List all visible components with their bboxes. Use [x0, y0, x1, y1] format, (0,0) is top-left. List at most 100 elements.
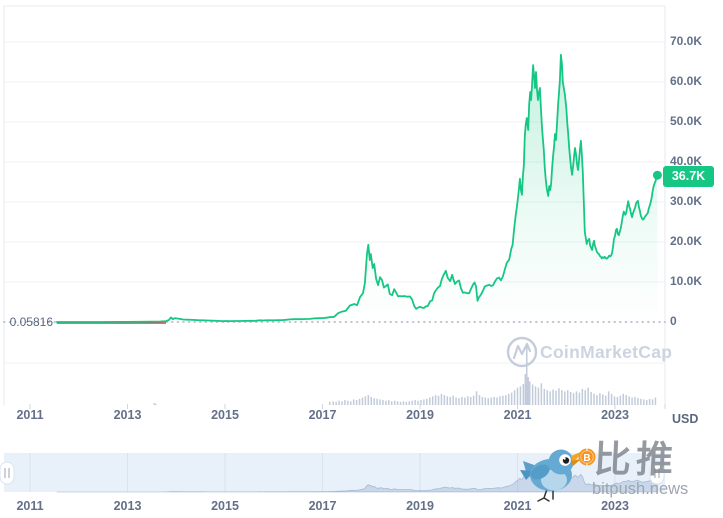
volume-bar [385, 400, 387, 405]
bird-wing [530, 464, 550, 480]
volume-bar [516, 387, 519, 405]
year-label: 2011 [16, 408, 44, 422]
volume-bar [599, 393, 601, 405]
navigator-right-handle[interactable] [649, 461, 665, 485]
volume-bar [461, 396, 463, 405]
volume-bar [648, 398, 651, 405]
bitpush-site-text: bitpush.news [592, 480, 689, 498]
volume-bar [540, 383, 543, 405]
year-label: 2021 [503, 499, 532, 513]
volume-bar [472, 395, 475, 405]
navigator-right-handle-pill[interactable] [649, 461, 665, 485]
y-axis-label: 60.0K [670, 74, 703, 88]
volume-bar [475, 391, 478, 405]
volume-bar [431, 396, 434, 405]
bird-legs [537, 488, 554, 502]
navigator-left-handle-pill[interactable] [0, 461, 15, 485]
volume-bar [399, 401, 402, 405]
volume-bar [332, 401, 334, 405]
volume-bar [496, 397, 498, 405]
volume-bar [575, 391, 578, 405]
volume-bar [484, 397, 487, 405]
volume-bar [364, 396, 367, 405]
volume-bar [390, 401, 393, 405]
volume-bar [510, 392, 513, 405]
coinmarketcap-logo [506, 336, 538, 368]
volume-bar [604, 395, 607, 405]
currency-label: USD [672, 412, 699, 426]
volume-bar [382, 400, 384, 405]
volume-bar [631, 397, 633, 405]
volume-bar [420, 400, 422, 405]
volume-bar [443, 395, 446, 405]
volume-bar [373, 398, 375, 405]
y-axis-label: 50.0K [670, 114, 703, 128]
y-axis-label: 40.0K [670, 154, 703, 168]
volume-bar [449, 396, 451, 405]
volume-bar [408, 401, 411, 405]
volume-bar [329, 401, 331, 405]
volume-bar [546, 390, 548, 405]
volume-bar [437, 395, 440, 405]
price-area-fill [56, 54, 658, 323]
volume-bar [637, 398, 639, 405]
y-axis-label: 20.0K [670, 234, 703, 248]
y-axis-label: 30.0K [670, 194, 703, 208]
bird-eye-glint [563, 457, 566, 460]
volume-bar [622, 393, 625, 405]
volume-bar [522, 383, 525, 405]
volume-bar [341, 401, 343, 405]
volume-bar [584, 390, 587, 405]
volume-bar [440, 393, 443, 405]
volume-bar [578, 392, 581, 405]
volume-bar [643, 399, 645, 405]
volume-bar [153, 403, 156, 405]
y-axis-label: 10.0K [670, 274, 703, 288]
volume-bar [513, 390, 516, 405]
volume-bar [507, 393, 510, 405]
year-label: 2023 [601, 408, 629, 422]
volume-bar [502, 395, 504, 405]
volume-bar [581, 388, 584, 405]
volume-bar [352, 399, 355, 405]
bird-belly [541, 469, 567, 491]
volume-bar [526, 343, 528, 405]
volume-bar [651, 399, 654, 405]
year-label: 2023 [601, 499, 629, 513]
year-label: 2019 [406, 499, 434, 513]
volume-bar [417, 400, 419, 405]
volume-bar [587, 387, 589, 405]
volume-bar [335, 401, 337, 405]
volume-bar [625, 395, 627, 405]
volume-bar [493, 396, 495, 405]
year-label: 2017 [308, 499, 337, 513]
volume-bar [619, 395, 622, 405]
volume-bar [370, 396, 372, 405]
volume-bar [358, 398, 361, 405]
coinmarketcap-icon [506, 336, 538, 368]
volume-bar [478, 395, 481, 405]
year-label: 2015 [211, 499, 239, 513]
volume-bar [534, 386, 537, 405]
volume-bar [628, 396, 630, 405]
volume-bar [452, 395, 454, 405]
volume-bar [490, 397, 492, 405]
volume-bar [607, 391, 610, 405]
volume-bar [402, 401, 405, 405]
volume-bar [350, 401, 352, 405]
volume-bar [467, 396, 469, 405]
coinmarketcap-watermark-text: CoinMarketCap [540, 342, 673, 362]
volume-bar [367, 395, 370, 405]
volume-bar [596, 395, 598, 405]
last-price-dot [652, 170, 662, 180]
price-chart-plot[interactable] [55, 53, 662, 324]
volume-bar [527, 377, 529, 405]
volume-bar [555, 390, 557, 405]
volume-bar [499, 396, 501, 405]
year-label: 2013 [113, 408, 142, 422]
navigator-left-handle[interactable] [0, 461, 15, 485]
volume-bar [640, 398, 642, 405]
volume-bar [464, 397, 466, 405]
